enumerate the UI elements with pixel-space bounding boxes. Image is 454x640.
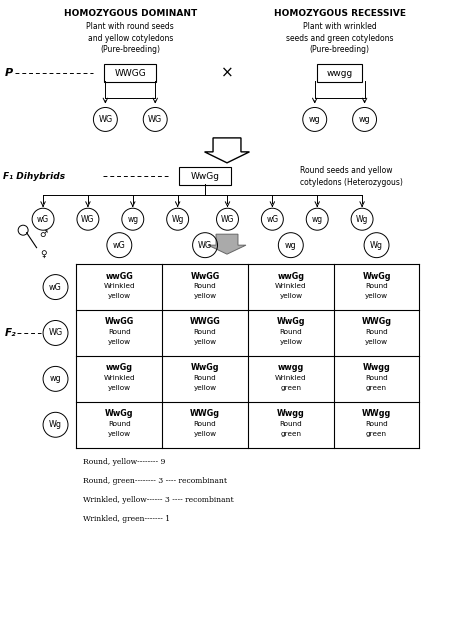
Text: wg: wg bbox=[309, 115, 321, 124]
Text: Plant with wrinkled
seeds and green cotyledons
(Pure-breeding): Plant with wrinkled seeds and green coty… bbox=[286, 22, 394, 54]
Text: WG: WG bbox=[99, 115, 113, 124]
Text: Wg: Wg bbox=[370, 241, 383, 250]
Text: green: green bbox=[280, 431, 301, 436]
Text: Wrinkled: Wrinkled bbox=[104, 283, 135, 289]
Text: wwgg: wwgg bbox=[326, 68, 353, 77]
Text: yellow: yellow bbox=[193, 431, 217, 436]
Text: yellow: yellow bbox=[279, 293, 302, 299]
Text: WwGg: WwGg bbox=[191, 364, 219, 372]
Text: WWgg: WWgg bbox=[362, 410, 391, 419]
Text: Wg: Wg bbox=[172, 214, 184, 224]
Text: Round, green-------- 3 ---- recombinant: Round, green-------- 3 ---- recombinant bbox=[83, 477, 227, 484]
Text: WG: WG bbox=[148, 115, 162, 124]
Text: wg: wg bbox=[127, 214, 138, 224]
Text: WWGg: WWGg bbox=[361, 317, 391, 326]
Text: yellow: yellow bbox=[193, 385, 217, 391]
Text: wg: wg bbox=[359, 115, 370, 124]
Text: WWGG: WWGG bbox=[114, 68, 146, 77]
Text: yellow: yellow bbox=[193, 293, 217, 299]
Text: wG: wG bbox=[266, 214, 278, 224]
Text: Round: Round bbox=[194, 375, 217, 381]
Text: yellow: yellow bbox=[279, 339, 302, 345]
Text: wg: wg bbox=[311, 214, 323, 224]
Text: HOMOZYGOUS RECESSIVE: HOMOZYGOUS RECESSIVE bbox=[274, 9, 406, 18]
Text: P: P bbox=[5, 68, 13, 78]
Text: Wwgg: Wwgg bbox=[363, 364, 390, 372]
Text: Round: Round bbox=[194, 329, 217, 335]
Text: Round: Round bbox=[108, 420, 131, 427]
Text: green: green bbox=[280, 385, 301, 391]
Text: yellow: yellow bbox=[108, 293, 131, 299]
Text: WG: WG bbox=[49, 328, 63, 337]
Text: yellow: yellow bbox=[108, 385, 131, 391]
Polygon shape bbox=[208, 234, 246, 254]
Text: Wrinkled, yellow------ 3 ---- recombinant: Wrinkled, yellow------ 3 ---- recombinan… bbox=[83, 495, 233, 504]
Text: ♂: ♂ bbox=[39, 230, 47, 239]
Text: green: green bbox=[366, 385, 387, 391]
Text: Round: Round bbox=[365, 329, 388, 335]
Text: green: green bbox=[366, 431, 387, 436]
Text: Round: Round bbox=[365, 420, 388, 427]
Text: ♀: ♀ bbox=[40, 250, 46, 259]
Text: WwGg: WwGg bbox=[362, 271, 391, 280]
Text: WwGG: WwGG bbox=[190, 271, 220, 280]
Text: WWGg: WWGg bbox=[190, 410, 220, 419]
Text: Round: Round bbox=[365, 375, 388, 381]
Text: Wrinkled: Wrinkled bbox=[275, 375, 306, 381]
Text: wwgg: wwgg bbox=[278, 364, 304, 372]
Text: WwGg: WwGg bbox=[276, 317, 305, 326]
Text: wwGg: wwGg bbox=[106, 364, 133, 372]
Text: wg: wg bbox=[285, 241, 296, 250]
Text: WWGG: WWGG bbox=[190, 317, 221, 326]
Text: wG: wG bbox=[37, 214, 49, 224]
Text: Wrinkled: Wrinkled bbox=[104, 375, 135, 381]
Text: WG: WG bbox=[221, 214, 234, 224]
Text: Round: Round bbox=[365, 283, 388, 289]
Text: yellow: yellow bbox=[193, 339, 217, 345]
Text: WG: WG bbox=[198, 241, 212, 250]
Text: Wwgg: Wwgg bbox=[277, 410, 305, 419]
Text: Round: Round bbox=[108, 329, 131, 335]
Text: F₂: F₂ bbox=[5, 328, 16, 338]
Text: Round: Round bbox=[194, 283, 217, 289]
Text: Round seeds and yellow
cotyledons (Heterozygous): Round seeds and yellow cotyledons (Heter… bbox=[300, 166, 403, 187]
Text: Round: Round bbox=[279, 420, 302, 427]
Text: Round: Round bbox=[279, 329, 302, 335]
Text: F₁ Dihybrids: F₁ Dihybrids bbox=[3, 172, 65, 181]
Text: wwGg: wwGg bbox=[277, 271, 304, 280]
Text: ×: × bbox=[221, 65, 233, 81]
Text: Plant with round seeds
and yellow cotyledons
(Pure-breeding): Plant with round seeds and yellow cotyle… bbox=[86, 22, 174, 54]
Text: WG: WG bbox=[81, 214, 94, 224]
Text: wg: wg bbox=[50, 374, 61, 383]
Text: Wg: Wg bbox=[356, 214, 368, 224]
Text: Wrinkled: Wrinkled bbox=[275, 283, 306, 289]
Text: wG: wG bbox=[113, 241, 126, 250]
Text: wwGG: wwGG bbox=[105, 271, 133, 280]
Text: wG: wG bbox=[49, 283, 62, 292]
Text: yellow: yellow bbox=[365, 339, 388, 345]
Text: yellow: yellow bbox=[108, 431, 131, 436]
Text: WwGg: WwGg bbox=[105, 410, 133, 419]
Text: yellow: yellow bbox=[108, 339, 131, 345]
Polygon shape bbox=[205, 138, 249, 163]
Text: Round: Round bbox=[194, 420, 217, 427]
Text: Round, yellow-------- 9: Round, yellow-------- 9 bbox=[83, 458, 165, 466]
Text: HOMOZYGOUS DOMINANT: HOMOZYGOUS DOMINANT bbox=[64, 9, 197, 18]
Text: WwGg: WwGg bbox=[191, 172, 220, 181]
Text: yellow: yellow bbox=[365, 293, 388, 299]
Text: Wg: Wg bbox=[49, 420, 62, 429]
Text: Wrinkled, green------- 1: Wrinkled, green------- 1 bbox=[83, 515, 170, 523]
Text: WwGG: WwGG bbox=[105, 317, 134, 326]
